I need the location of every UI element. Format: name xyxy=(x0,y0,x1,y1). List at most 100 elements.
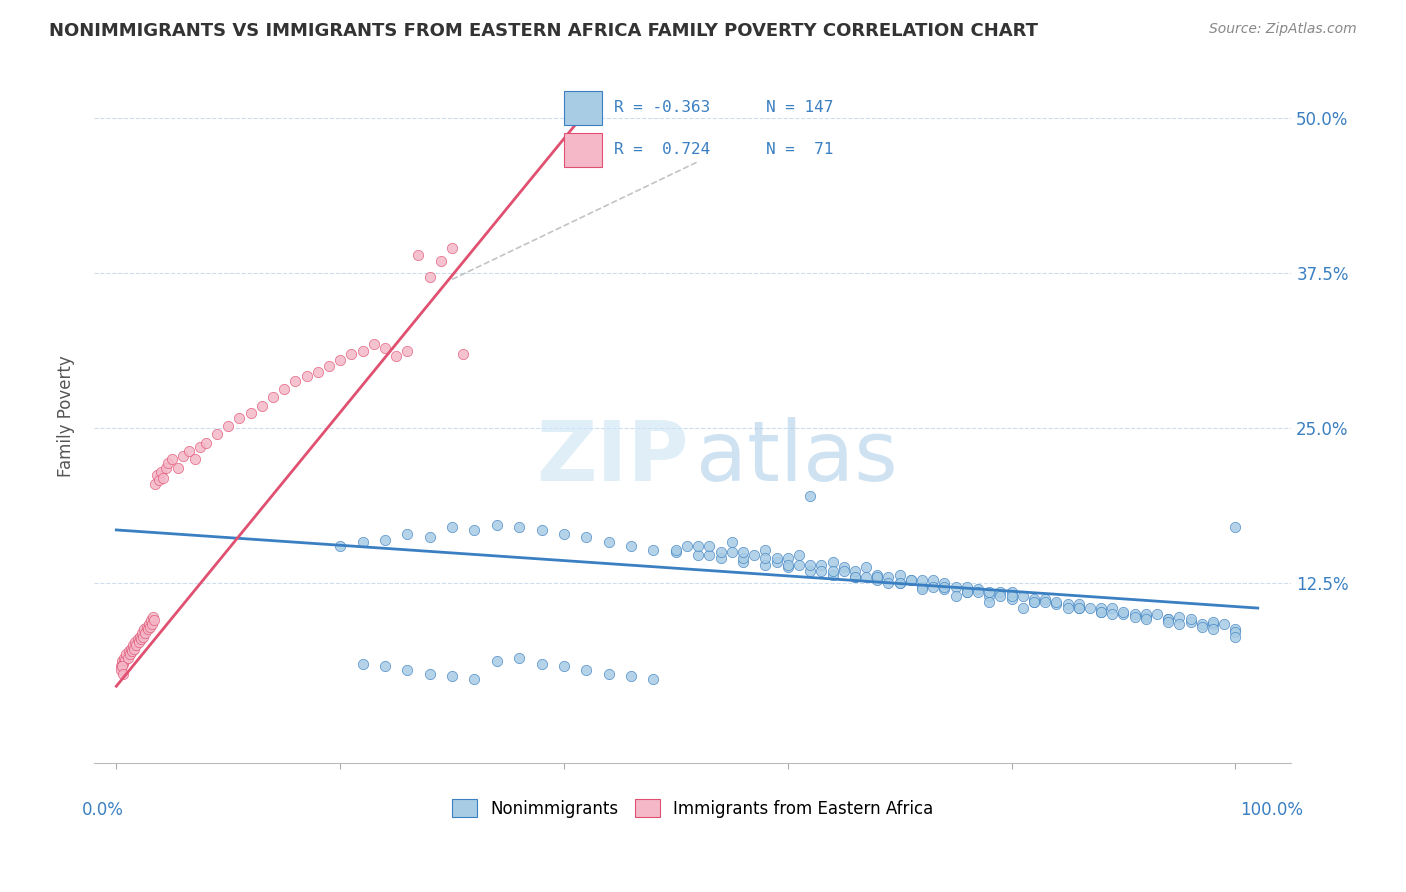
Point xyxy=(855,570,877,584)
Point xyxy=(139,614,162,628)
Point xyxy=(1202,615,1225,629)
Point xyxy=(620,539,643,553)
Point xyxy=(643,672,665,686)
Point xyxy=(363,337,385,351)
Point xyxy=(122,642,145,657)
Point xyxy=(754,542,776,557)
Point xyxy=(177,443,200,458)
Point xyxy=(1090,601,1112,615)
Point xyxy=(810,558,832,572)
Point xyxy=(419,666,441,681)
Point xyxy=(720,545,742,559)
Point xyxy=(134,622,156,636)
Point xyxy=(374,533,396,547)
Point xyxy=(1146,607,1168,622)
Point xyxy=(575,530,598,544)
Point xyxy=(776,551,799,566)
Point xyxy=(295,369,318,384)
Point xyxy=(329,539,352,553)
Point xyxy=(1135,607,1157,622)
Point xyxy=(620,669,643,683)
Point xyxy=(307,366,329,380)
Point xyxy=(1056,598,1078,612)
Legend: Nonimmigrants, Immigrants from Eastern Africa: Nonimmigrants, Immigrants from Eastern A… xyxy=(446,793,941,824)
Point xyxy=(1123,607,1146,622)
Point xyxy=(900,573,922,587)
Point xyxy=(352,535,374,549)
Point xyxy=(1033,592,1056,607)
Point xyxy=(385,349,408,363)
Point xyxy=(134,626,156,640)
Point xyxy=(250,399,273,413)
Text: atlas: atlas xyxy=(696,417,898,498)
Point xyxy=(451,347,474,361)
Point xyxy=(990,585,1012,599)
Point xyxy=(408,247,430,261)
Point xyxy=(155,461,177,475)
Point xyxy=(167,461,190,475)
Point xyxy=(911,573,934,587)
Point xyxy=(122,638,145,652)
Point xyxy=(396,344,419,359)
Point xyxy=(132,630,155,644)
Point xyxy=(110,663,132,677)
Point xyxy=(1101,607,1123,622)
Point xyxy=(1033,595,1056,609)
Point xyxy=(129,632,152,646)
Point xyxy=(1191,617,1213,632)
Point xyxy=(676,539,699,553)
Point xyxy=(1011,589,1033,603)
Point xyxy=(530,523,553,537)
Point xyxy=(172,449,194,463)
Point xyxy=(776,560,799,574)
Point xyxy=(765,551,787,566)
Point xyxy=(889,576,911,591)
Point xyxy=(112,666,135,681)
Point xyxy=(765,555,787,569)
Point xyxy=(1011,601,1033,615)
Point xyxy=(821,564,844,578)
Y-axis label: Family Poverty: Family Poverty xyxy=(58,355,75,476)
Point xyxy=(934,580,956,594)
Text: Source: ZipAtlas.com: Source: ZipAtlas.com xyxy=(1209,22,1357,37)
Point xyxy=(131,626,153,640)
Point xyxy=(810,564,832,578)
Point xyxy=(1067,598,1090,612)
Point xyxy=(1022,595,1045,609)
Point xyxy=(956,585,979,599)
Point xyxy=(832,560,855,574)
Point xyxy=(1045,595,1067,609)
Point xyxy=(1078,601,1101,615)
Point xyxy=(318,359,340,374)
Point xyxy=(121,644,143,658)
Point xyxy=(396,663,419,677)
Point xyxy=(329,353,352,368)
Point xyxy=(922,573,945,587)
Point xyxy=(1225,520,1247,534)
Point xyxy=(643,542,665,557)
Point xyxy=(1157,612,1180,626)
Point xyxy=(340,347,363,361)
Point xyxy=(889,576,911,591)
Point xyxy=(787,548,810,562)
Point xyxy=(183,452,205,467)
Point xyxy=(115,647,138,661)
Point xyxy=(1225,622,1247,636)
Point xyxy=(120,642,142,657)
Point xyxy=(138,617,160,632)
Point xyxy=(1157,615,1180,629)
Point xyxy=(117,650,139,665)
Point xyxy=(665,542,688,557)
Point xyxy=(111,659,134,673)
Point xyxy=(731,551,754,566)
Point xyxy=(228,411,250,425)
Point xyxy=(934,582,956,597)
Point xyxy=(1067,601,1090,615)
Point xyxy=(112,657,135,671)
Point xyxy=(866,570,889,584)
Point xyxy=(110,659,132,673)
Point xyxy=(530,657,553,671)
Point xyxy=(956,585,979,599)
Point xyxy=(934,576,956,591)
Point xyxy=(754,558,776,572)
